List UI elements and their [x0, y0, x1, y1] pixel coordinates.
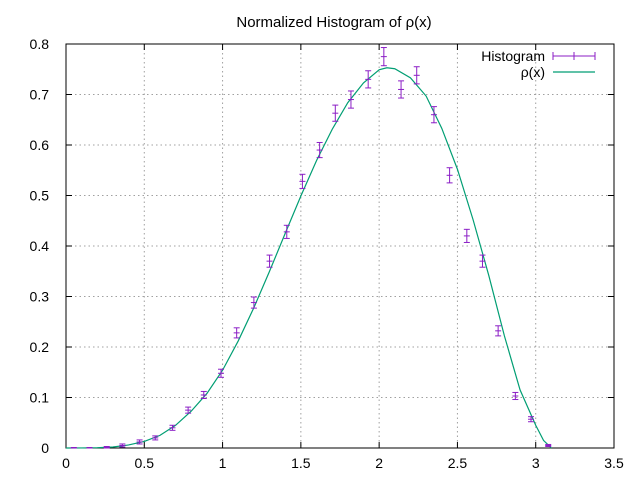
histogram-point: [495, 325, 502, 337]
histogram-point: [152, 435, 159, 441]
histogram-point: [545, 443, 552, 447]
histogram-point: [413, 66, 420, 85]
x-tick-label: 3: [532, 455, 540, 471]
histogram-point: [185, 406, 192, 414]
rho-curve-line: [65, 67, 552, 449]
legend-label-histogram: Histogram: [481, 48, 545, 64]
histogram-point: [299, 173, 306, 189]
histogram-point: [233, 327, 240, 339]
histogram-point: [479, 254, 486, 268]
legend: Histogram ρ(x): [481, 48, 596, 80]
x-tick-label: 2.5: [448, 455, 468, 471]
histogram-point: [365, 70, 372, 89]
histogram-point: [398, 80, 405, 99]
histogram-point: [86, 446, 93, 449]
rho-curve: [65, 67, 552, 449]
y-tick-label: 0.4: [30, 238, 50, 254]
y-tick-label: 0.8: [30, 36, 50, 52]
histogram-point: [250, 296, 257, 309]
legend-key-histogram: [552, 52, 596, 60]
histogram-point: [446, 167, 453, 184]
x-tick-label: 0: [62, 455, 70, 471]
histogram-point: [136, 439, 143, 445]
histogram-point: [380, 47, 387, 67]
x-tick-label: 0.5: [135, 455, 155, 471]
y-tick-label: 0.7: [30, 87, 50, 103]
y-tick-label: 0.2: [30, 339, 50, 355]
histogram-point: [70, 446, 77, 449]
x-tick-label: 2: [375, 455, 383, 471]
x-tick-label: 1.5: [291, 455, 311, 471]
axis-ticks: [65, 43, 615, 449]
histogram-point: [283, 224, 290, 239]
histogram-point: [512, 391, 519, 401]
histogram-point: [332, 104, 339, 122]
x-tick-label: 3.5: [604, 455, 624, 471]
histogram-point: [266, 254, 273, 268]
gridlines: [66, 44, 614, 448]
histogram-point: [347, 90, 354, 109]
histogram-point: [169, 424, 176, 431]
y-tick-label: 0.5: [30, 188, 50, 204]
histogram-point: [430, 106, 437, 124]
y-tick-label: 0: [41, 440, 49, 456]
histogram-point: [200, 390, 207, 400]
y-tick-label: 0.1: [30, 390, 50, 406]
histogram-point: [463, 228, 470, 243]
chart-title: Normalized Histogram of ρ(x): [236, 14, 431, 31]
y-tick-label: 0.3: [30, 289, 50, 305]
histogram-point: [119, 443, 126, 448]
y-tick-label: 0.6: [30, 137, 50, 153]
histogram-point: [528, 416, 535, 423]
axis-tick-labels: 0 0.5 1 1.5 2 2.5 3 3.5 0 0.1 0.2 0.3 0.4 0.5 0.6 0.7 0.…: [30, 36, 624, 471]
histogram-point: [218, 368, 225, 378]
histogram-point: [316, 141, 323, 159]
histogram-points: [70, 47, 552, 449]
x-tick-label: 1: [219, 455, 227, 471]
histogram-point: [103, 445, 110, 449]
legend-label-rho: ρ(x): [521, 64, 545, 80]
